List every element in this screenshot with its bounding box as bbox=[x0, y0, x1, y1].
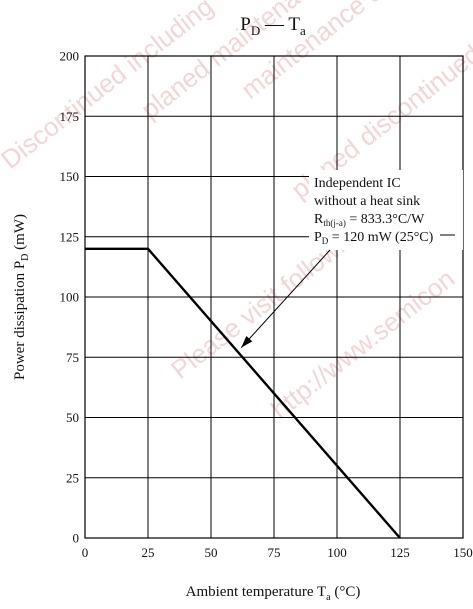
annotation: Independent IC without a heat sink Rth(j… bbox=[240, 170, 463, 348]
y-tick-label: 200 bbox=[60, 49, 80, 64]
annotation-line-3: Rth(j-a) = 833.3°C/W bbox=[314, 212, 425, 228]
x-axis-label-text: Ambient temperature T bbox=[186, 584, 327, 600]
annotation-box bbox=[309, 170, 463, 250]
annotation-p-sub: D bbox=[322, 236, 329, 246]
annotation-p-symbol: P bbox=[314, 230, 322, 245]
y-tick-label: 25 bbox=[66, 470, 79, 485]
chart-title: PD — Ta bbox=[240, 14, 306, 38]
tick-labels: 0 25 50 75 100 125 150 0 25 50 75 100 125 150 175 200 bbox=[60, 49, 473, 561]
x-tick-label: 125 bbox=[390, 545, 410, 560]
annotation-r-symbol: R bbox=[314, 212, 324, 227]
x-axis-label-unit: (°C) bbox=[331, 584, 361, 600]
x-axis-label-sub: a bbox=[326, 592, 331, 603]
y-tick-label: 0 bbox=[73, 531, 80, 546]
x-tick-label: 0 bbox=[82, 545, 89, 560]
y-axis-label: Power dissipation PD (mW) bbox=[12, 214, 31, 380]
annotation-arrowhead bbox=[241, 336, 253, 348]
y-axis-label-unit: (mW) bbox=[12, 214, 28, 254]
y-tick-label: 50 bbox=[66, 410, 79, 425]
title-sec-sub: a bbox=[300, 23, 306, 38]
x-tick-label: 50 bbox=[205, 545, 218, 560]
title-sec: T bbox=[288, 14, 300, 35]
x-tick-label: 75 bbox=[268, 545, 281, 560]
plot-frame bbox=[84, 55, 464, 539]
annotation-r-value: = 833.3°C/W bbox=[346, 212, 425, 227]
title-main-sub: D bbox=[251, 23, 260, 38]
annotation-line-4: PD = 120 mW (25°C) bbox=[314, 230, 434, 246]
y-tick-label: 150 bbox=[60, 169, 80, 184]
y-tick-label: 100 bbox=[60, 290, 80, 305]
y-tick-label: 175 bbox=[60, 109, 80, 124]
x-tick-label: 100 bbox=[327, 545, 347, 560]
x-tick-label: 25 bbox=[142, 545, 155, 560]
annotation-line-2: without a heat sink bbox=[314, 194, 420, 209]
series-line bbox=[85, 247, 401, 539]
title-main: P bbox=[240, 14, 251, 35]
x-tick-label: 150 bbox=[453, 545, 473, 560]
annotation-p-value: = 120 mW (25°C) bbox=[328, 230, 433, 245]
y-axis-label-sub: D bbox=[20, 254, 31, 261]
y-tick-label: 125 bbox=[60, 229, 80, 244]
title-sep: — bbox=[260, 14, 288, 35]
x-axis-label: Ambient temperature Ta (°C) bbox=[186, 584, 361, 603]
annotation-line-1: Independent IC bbox=[314, 176, 401, 191]
annotation-arrow bbox=[240, 249, 331, 348]
annotation-r-sub: th(j-a) bbox=[323, 218, 346, 228]
grid bbox=[84, 55, 464, 539]
y-axis-label-text: Power dissipation P bbox=[12, 261, 28, 380]
series-layer bbox=[85, 247, 401, 539]
y-tick-label: 75 bbox=[66, 350, 79, 365]
